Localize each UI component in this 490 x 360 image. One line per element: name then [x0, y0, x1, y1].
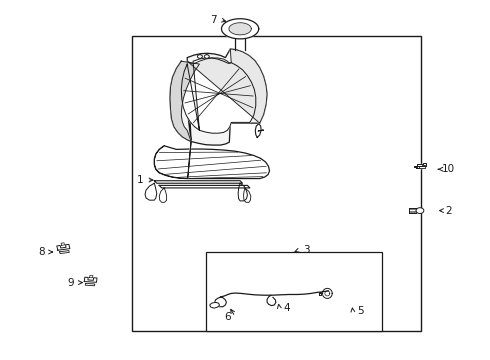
Text: 7: 7 [210, 15, 217, 25]
Polygon shape [61, 243, 65, 245]
Polygon shape [154, 141, 191, 179]
Text: 5: 5 [357, 306, 364, 316]
Polygon shape [145, 183, 157, 200]
Polygon shape [181, 58, 256, 133]
Polygon shape [170, 61, 199, 141]
Text: 6: 6 [224, 312, 231, 322]
Circle shape [197, 55, 202, 58]
Polygon shape [229, 23, 251, 35]
Bar [132, 36, 421, 331]
Polygon shape [244, 188, 251, 202]
Circle shape [416, 208, 424, 213]
Polygon shape [255, 124, 261, 138]
Polygon shape [154, 146, 270, 179]
Text: 9: 9 [68, 278, 74, 288]
Text: 1: 1 [136, 175, 143, 185]
Polygon shape [210, 302, 220, 308]
Text: 3: 3 [303, 245, 310, 255]
Polygon shape [238, 183, 247, 201]
Polygon shape [187, 49, 267, 123]
Polygon shape [416, 165, 425, 168]
Polygon shape [60, 251, 69, 253]
Polygon shape [159, 185, 250, 188]
Polygon shape [57, 244, 70, 250]
Text: 10: 10 [442, 164, 455, 174]
Polygon shape [85, 283, 95, 286]
Bar [206, 252, 382, 331]
Polygon shape [159, 188, 167, 202]
Polygon shape [221, 19, 259, 39]
Text: 4: 4 [283, 303, 290, 313]
Text: 8: 8 [38, 247, 45, 257]
Polygon shape [170, 49, 267, 145]
Polygon shape [414, 163, 426, 167]
Polygon shape [154, 181, 243, 183]
Polygon shape [90, 275, 93, 278]
Polygon shape [318, 292, 321, 295]
Text: 2: 2 [445, 206, 452, 216]
Polygon shape [84, 277, 97, 282]
Circle shape [204, 55, 209, 58]
